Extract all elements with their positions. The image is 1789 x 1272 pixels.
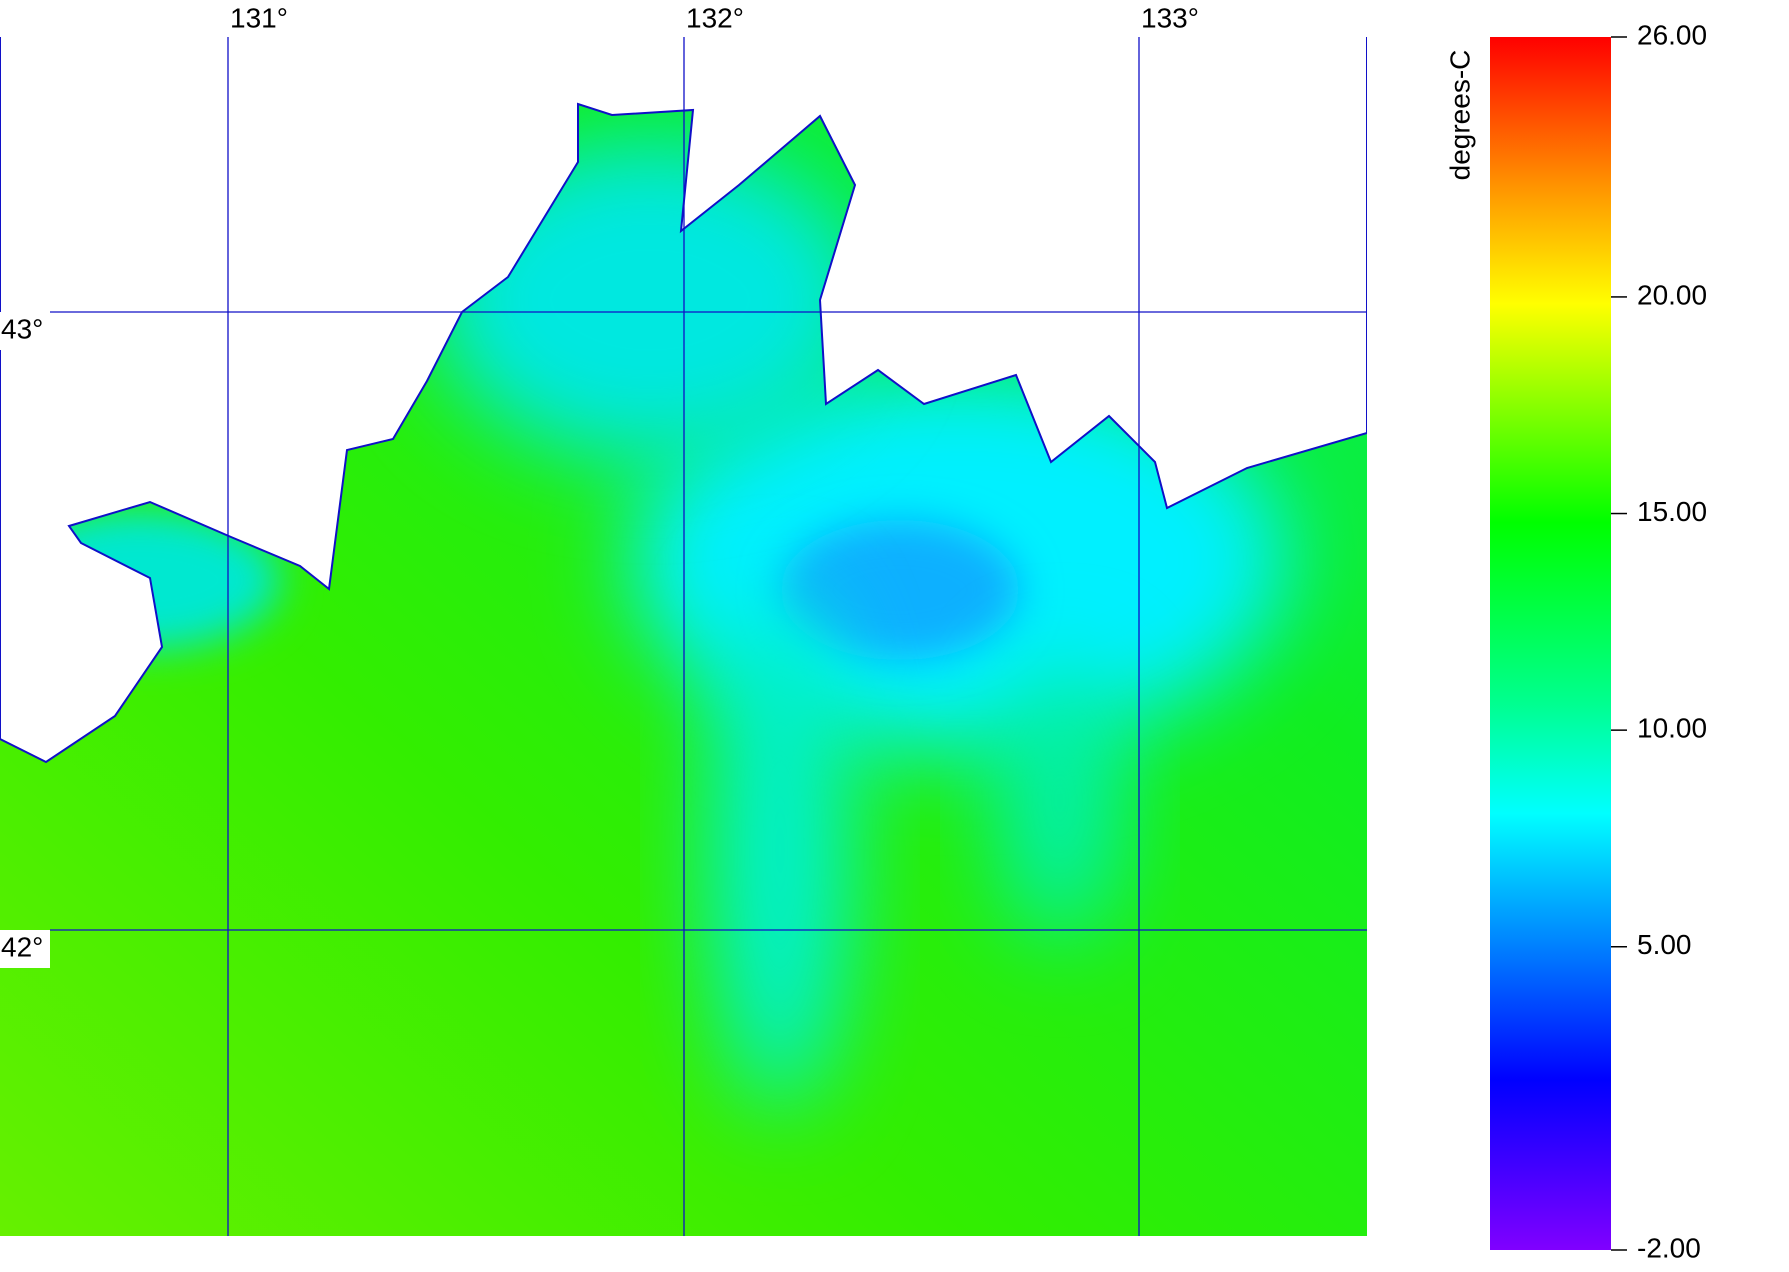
colorbar-tick-label: 10.00 — [1637, 713, 1707, 744]
colorbar-tick-label: 5.00 — [1637, 929, 1692, 960]
longitude-label: 132° — [686, 2, 744, 33]
longitude-label: 133° — [1141, 2, 1199, 33]
land — [0, 37, 1367, 764]
label-background — [0, 930, 50, 968]
colorbar-tick-label: -2.00 — [1637, 1232, 1701, 1263]
colorbar-tick-label: 15.00 — [1637, 496, 1707, 527]
longitude-label: 131° — [230, 2, 288, 33]
graticule — [50, 37, 1367, 1236]
label-background — [0, 312, 50, 350]
colorbar-tick-label: 20.00 — [1637, 279, 1707, 310]
colorbar-label: degrees-C — [1444, 50, 1475, 181]
latitude-label: 43° — [1, 313, 43, 344]
colorbar-tick-label: 26.00 — [1637, 19, 1707, 50]
colorbar — [1490, 37, 1611, 1250]
latitude-label: 42° — [1, 931, 43, 962]
